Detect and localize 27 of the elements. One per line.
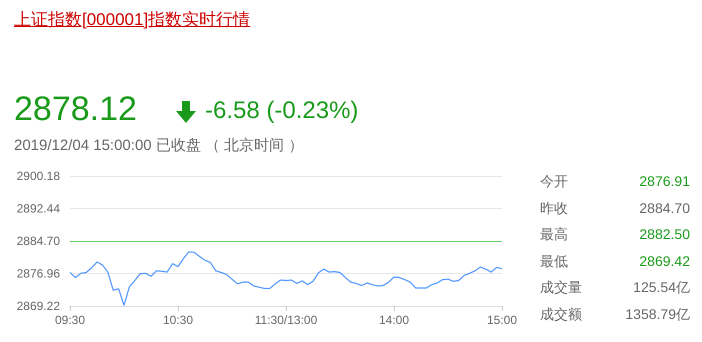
text: 2869.42 bbox=[639, 252, 690, 271]
text: 2876.91 bbox=[639, 172, 690, 191]
text: 125.54亿 bbox=[633, 278, 690, 298]
text: 2882.50 bbox=[639, 225, 690, 244]
text: 今开 bbox=[540, 172, 568, 191]
text: 成交额 bbox=[540, 304, 582, 324]
text: 2019/12/04 15:00:00 已收盘 （ 北京时间 ） bbox=[14, 137, 304, 154]
x-tick-label: 10:30 bbox=[162, 313, 194, 327]
text: 2884.70 bbox=[639, 198, 690, 218]
text: 最高 bbox=[540, 225, 568, 244]
y-tick-label: 2884.70 bbox=[16, 234, 60, 248]
text: 最低 bbox=[540, 252, 568, 271]
y-tick-label: 2876.96 bbox=[16, 266, 60, 280]
y-tick-label: 2900.18 bbox=[16, 169, 60, 183]
x-tick-label: 15:00 bbox=[486, 313, 518, 327]
y-tick-label: 2869.22 bbox=[16, 299, 60, 313]
text: -6.58 (-0.23%) bbox=[205, 97, 358, 125]
line-series bbox=[69, 251, 503, 306]
y-tick-label: 2892.44 bbox=[16, 202, 60, 216]
text: 1358.79亿 bbox=[625, 304, 690, 324]
chart-title: 上证指数[000001]指数实时行情 bbox=[14, 9, 250, 31]
text: 2878.12 bbox=[14, 90, 137, 129]
x-tick-label: 09:30 bbox=[54, 313, 86, 327]
x-tick-label: 14:00 bbox=[378, 313, 410, 327]
text: 成交量 bbox=[540, 278, 582, 298]
x-tick-label: 11:30/13:00 bbox=[254, 313, 318, 327]
text: 昨收 bbox=[540, 198, 568, 218]
